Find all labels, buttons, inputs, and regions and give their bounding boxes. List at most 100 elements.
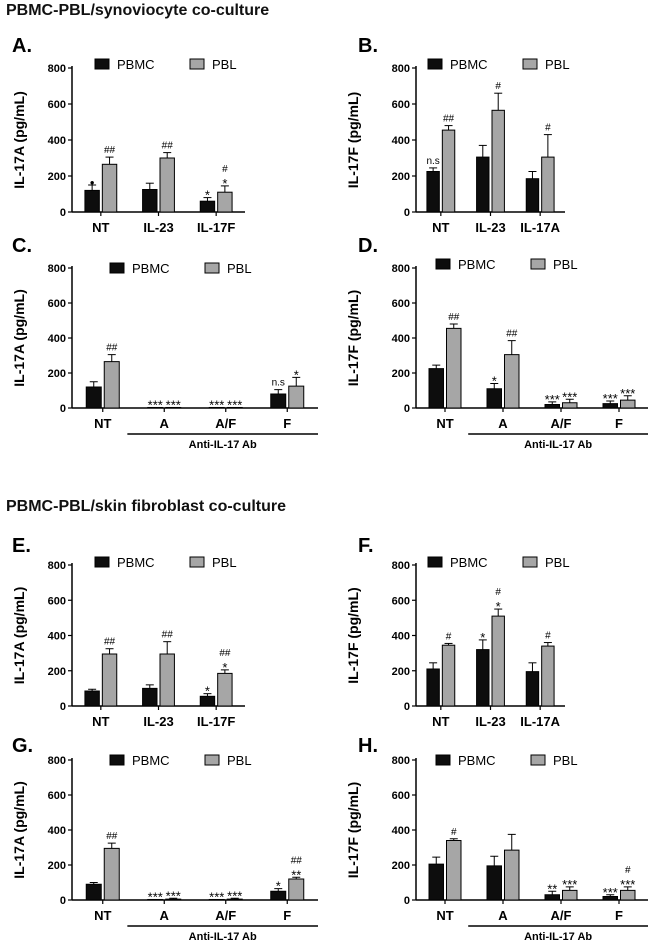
- bar-pbmc: [142, 687, 158, 707]
- y-tick-label: 600: [392, 99, 410, 111]
- significance-label: **: [547, 881, 557, 896]
- x-tick-label: NT: [92, 220, 109, 235]
- x-tick-label: F: [283, 416, 291, 431]
- chart-panel-c: C. IL-17A (pg/mL) 0 200 400 600 800 PBMC PBL NT ##…: [11, 235, 318, 451]
- y-tick-label: 400: [392, 825, 410, 837]
- x-tick-label: A/F: [215, 908, 236, 923]
- panel-letter: B.: [358, 35, 378, 57]
- legend-swatch-pbmc: [435, 754, 451, 766]
- y-tick-label: 200: [48, 368, 66, 380]
- bar-pbl: [491, 109, 505, 213]
- legend-label-pbmc: PBMC: [132, 753, 170, 768]
- chart-panel-g: G. IL-17A (pg/mL) 0 200 400 600 800 PBMC PBL NT ##…: [11, 735, 318, 943]
- y-tick-label: 200: [392, 860, 410, 872]
- significance-label: ***: [209, 397, 224, 412]
- y-tick-label: 200: [392, 666, 410, 678]
- significance-label: ***: [227, 888, 242, 903]
- bar-pbl: [103, 847, 120, 901]
- x-tick-label: NT: [92, 714, 109, 729]
- significance-label: ***: [166, 397, 181, 412]
- legend-swatch-pbl: [522, 58, 538, 70]
- bar-pbl: [446, 327, 462, 409]
- bar-pbl: [441, 129, 456, 213]
- y-tick-label: 800: [392, 560, 410, 572]
- bar-pbl: [441, 644, 456, 707]
- significance-label: ***: [562, 877, 577, 892]
- legend-swatch-pbmc: [427, 58, 443, 70]
- bar-pbmc: [84, 189, 100, 213]
- bar-pbl: [541, 156, 555, 213]
- significance-label: #: [446, 631, 452, 642]
- legend-swatch-pbl: [204, 754, 220, 766]
- significance-label: ##: [443, 114, 455, 125]
- bar-pbmc: [525, 178, 540, 213]
- y-tick-label: 600: [48, 99, 66, 111]
- legend-label-pbmc: PBMC: [450, 57, 488, 72]
- significance-label: *: [276, 879, 281, 894]
- bar-pbl: [103, 361, 120, 409]
- group-label: Anti-IL-17 Ab: [189, 931, 257, 943]
- y-tick-label: 400: [392, 631, 410, 643]
- section-title-fibroblast: PBMC-PBL/skin fibroblast co-culture: [6, 498, 287, 515]
- bar-pbmc: [85, 883, 102, 901]
- legend-label-pbl: PBL: [227, 753, 252, 768]
- significance-label: ##: [106, 343, 118, 354]
- y-tick-label: 800: [48, 560, 66, 572]
- x-tick-label: A: [160, 416, 170, 431]
- chart-panel-b: B. IL-17F (pg/mL) 0 200 400 600 800 PBMC PBL NT n.…: [345, 35, 570, 235]
- bar-pbl: [491, 615, 505, 707]
- bar-pbmc: [428, 368, 444, 409]
- y-tick-label: 400: [48, 333, 66, 345]
- bar-pbmc: [85, 386, 102, 409]
- significance-label: n.s: [426, 156, 439, 167]
- significance-label: #: [451, 827, 457, 838]
- y-axis-title: IL-17F (pg/mL): [345, 92, 361, 188]
- x-tick-label: NT: [436, 416, 453, 431]
- significance-label: *: [496, 599, 501, 614]
- legend-label-pbmc: PBMC: [458, 753, 496, 768]
- significance-label: ***: [620, 386, 635, 401]
- significance-label: #: [625, 865, 631, 876]
- x-tick-label: A/F: [551, 416, 572, 431]
- x-tick-label: NT: [94, 908, 111, 923]
- y-tick-label: 200: [392, 368, 410, 380]
- significance-label: ***: [603, 885, 618, 900]
- y-tick-label: 0: [60, 207, 66, 219]
- significance-label: ##: [162, 141, 174, 152]
- y-tick-label: 800: [392, 263, 410, 275]
- y-axis-title: IL-17A (pg/mL): [11, 587, 27, 684]
- y-tick-label: 0: [60, 895, 66, 907]
- y-tick-label: 200: [48, 860, 66, 872]
- x-tick-label: A/F: [215, 416, 236, 431]
- chart-panel-e: E. IL-17A (pg/mL) 0 200 400 600 800 PBMC PBL NT ##…: [11, 535, 245, 729]
- bar-pbmc: [199, 200, 216, 213]
- x-tick-label: NT: [94, 416, 111, 431]
- x-tick-label: A/F: [551, 908, 572, 923]
- x-tick-label: A: [498, 416, 508, 431]
- bar-pbmc: [142, 189, 158, 213]
- x-tick-label: F: [615, 416, 623, 431]
- group-label: Anti-IL-17 Ab: [524, 931, 592, 943]
- legend-label-pbl: PBL: [212, 57, 237, 72]
- significance-label: **: [291, 867, 301, 882]
- bar-pbl: [504, 354, 520, 409]
- panel-letter: C.: [12, 235, 32, 257]
- legend-label-pbl: PBL: [553, 753, 578, 768]
- legend-swatch-pbmc: [94, 556, 110, 568]
- significance-label: ***: [148, 889, 163, 904]
- panel-letter: D.: [358, 235, 378, 257]
- bar-pbl: [226, 406, 243, 409]
- legend-swatch-pbl: [189, 556, 205, 568]
- bar-pbmc: [208, 898, 225, 901]
- x-tick-label: IL-23: [143, 220, 173, 235]
- significance-label: *: [294, 367, 299, 382]
- x-tick-label: IL-17A: [520, 220, 560, 235]
- significance-label: ***: [227, 397, 242, 412]
- x-tick-label: A: [160, 908, 170, 923]
- chart-panel-h: H. IL-17F (pg/mL) 0 200 400 600 800 PBMC PBL NT # A…: [345, 735, 648, 943]
- y-tick-label: 600: [48, 595, 66, 607]
- x-tick-label: F: [615, 908, 623, 923]
- significance-label: ***: [209, 889, 224, 904]
- y-tick-label: 800: [392, 755, 410, 767]
- bar-pbmc: [147, 898, 164, 901]
